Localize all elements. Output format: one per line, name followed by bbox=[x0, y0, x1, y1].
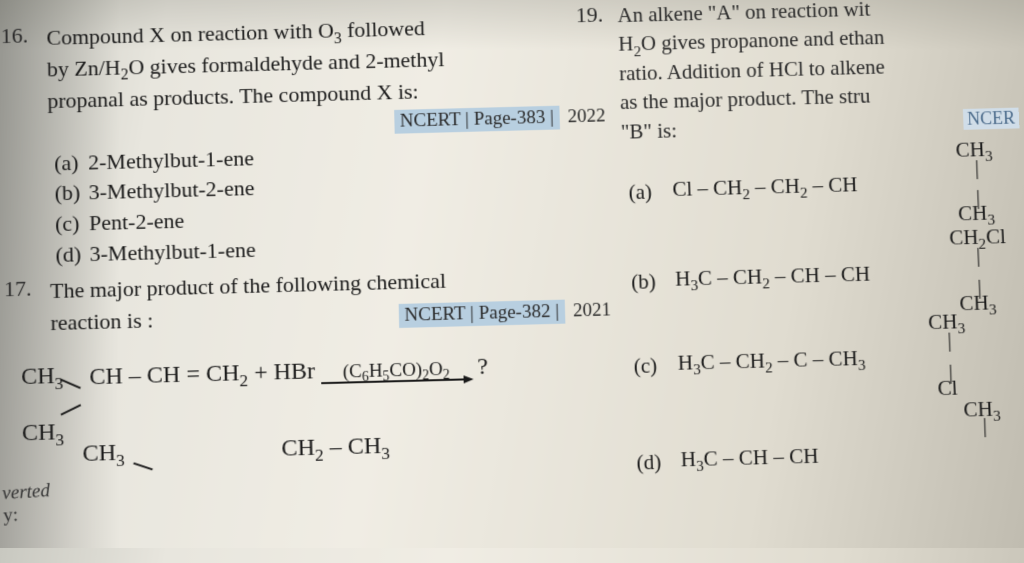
page-scan: 16. Compound X on reaction with O3 follo… bbox=[0, 0, 1024, 563]
q17-text2: reaction is : bbox=[50, 304, 153, 339]
q17-text: The major product of the following chemi… bbox=[50, 268, 446, 303]
q19-ncer-tag: NCER bbox=[963, 107, 1020, 129]
bottom-fragment: CH3 CH2 – CH3 bbox=[82, 426, 615, 467]
bond-bot-icon bbox=[60, 404, 81, 416]
opt-b-vbond-top-icon: | bbox=[976, 247, 981, 264]
frag-bond-icon bbox=[133, 462, 153, 470]
opt-d-label: (d) bbox=[636, 450, 661, 476]
q16-l2b: O gives formaldehyde and 2-methyl bbox=[128, 46, 444, 79]
q19-l5: "B" is: bbox=[620, 116, 677, 147]
q19-options: CH3 | (a) Cl – CH2 – CH2 – CH | CH3 CH2C… bbox=[622, 146, 1024, 481]
left-column: 16. Compound X on reaction with O3 follo… bbox=[46, 8, 615, 469]
opt-c-bot1: Cl bbox=[937, 378, 958, 400]
q17-year: 2021 bbox=[573, 299, 612, 322]
reaction-arrow-icon: (C6H5CO)2O2 bbox=[321, 356, 472, 384]
q17-reaction: CH3 CH3 CH – CH = CH2 + HBr (C6H5CO)2O2 … bbox=[21, 336, 614, 408]
q19-number: 19. bbox=[575, 2, 603, 28]
q16-l1b: followed bbox=[341, 15, 425, 42]
q16-opt-b-text: 3-Methylbut-2-ene bbox=[88, 176, 254, 205]
opt-label-b: (b) bbox=[54, 178, 88, 209]
opt-b-bot: CH3 bbox=[959, 292, 997, 314]
q16-year: 2022 bbox=[567, 105, 605, 128]
opt-label-c: (c) bbox=[55, 209, 89, 241]
side-verted: verted bbox=[2, 480, 51, 505]
frag-ch3: CH bbox=[82, 440, 116, 467]
q16-o3-sub: 3 bbox=[334, 30, 342, 47]
q16-text: Compound X on reaction with O3 followed … bbox=[46, 8, 605, 117]
opt-label-a: (a) bbox=[54, 147, 88, 178]
ch3-top: CH3 bbox=[21, 362, 63, 390]
q16-opt-a-text: 2-Methylbut-1-ene bbox=[88, 145, 254, 174]
q16-h2-sub: 2 bbox=[120, 67, 128, 84]
right-column: 19. An alkene "A" on reaction wit H2O gi… bbox=[617, 0, 1024, 481]
q16-number: 16. bbox=[1, 23, 29, 49]
q17-number: 17. bbox=[4, 275, 32, 302]
opt-c-main: H3C – CH2 – C – CH3 bbox=[677, 348, 865, 374]
question-17: 17. The major product of the following c… bbox=[50, 260, 615, 468]
opt-a-bot: CH3 bbox=[958, 203, 995, 225]
q17-center: CH – CH = CH2 + HBr bbox=[89, 358, 315, 391]
q16-l2a: by Zn/H bbox=[47, 55, 121, 82]
q16-options: (a)2-Methylbut-1-ene (b)3-Methylbut-2-en… bbox=[54, 134, 609, 271]
q16-ncert-tag: NCERT | Page-383 | bbox=[394, 105, 560, 133]
opt-a-label: (a) bbox=[628, 180, 652, 205]
q19-opt-d: (d) H3C – CH – CH bbox=[630, 440, 1024, 481]
opt-b-main: H3C – CH2 – CH – CH bbox=[675, 264, 870, 290]
question-19: 19. An alkene "A" on reaction wit H2O gi… bbox=[617, 0, 1020, 147]
opt-c-vbond-bot2-icon: | bbox=[982, 417, 987, 434]
frag-right: CH2 – CH3 bbox=[281, 432, 390, 461]
q16-l3: propanal as products. The compound X is: bbox=[47, 78, 419, 112]
q16-opt-c-text: Pent-2-ene bbox=[89, 208, 185, 235]
opt-c-label: (c) bbox=[633, 353, 657, 379]
q16-opt-d-text: 3-Methylbut-1-ene bbox=[89, 237, 255, 266]
opt-c-vbond-top-icon: | bbox=[947, 331, 952, 348]
margin-text: verted y: bbox=[2, 480, 52, 527]
opt-a-vbond-top-icon: | bbox=[975, 159, 980, 176]
q19-opt-c: CH3 | (c) H3C – CH2 – C – CH3 | Cl CH3 | bbox=[627, 319, 1024, 434]
opt-a-main: Cl – CH2 – CH2 – CH bbox=[672, 174, 858, 200]
q17-qmark: ? bbox=[477, 354, 488, 381]
opt-b-label: (b) bbox=[631, 269, 656, 295]
question-16: 16. Compound X on reaction with O3 follo… bbox=[46, 8, 609, 271]
ch3-bot: CH3 bbox=[22, 419, 65, 447]
opt-d-main: H3C – CH – CH bbox=[680, 446, 818, 471]
opt-label-d: (d) bbox=[55, 239, 89, 271]
q16-l1a: Compound X on reaction with O bbox=[46, 18, 334, 50]
side-y: y: bbox=[3, 502, 52, 527]
q17-ncert-tag: NCERT | Page-382 | bbox=[398, 299, 565, 327]
